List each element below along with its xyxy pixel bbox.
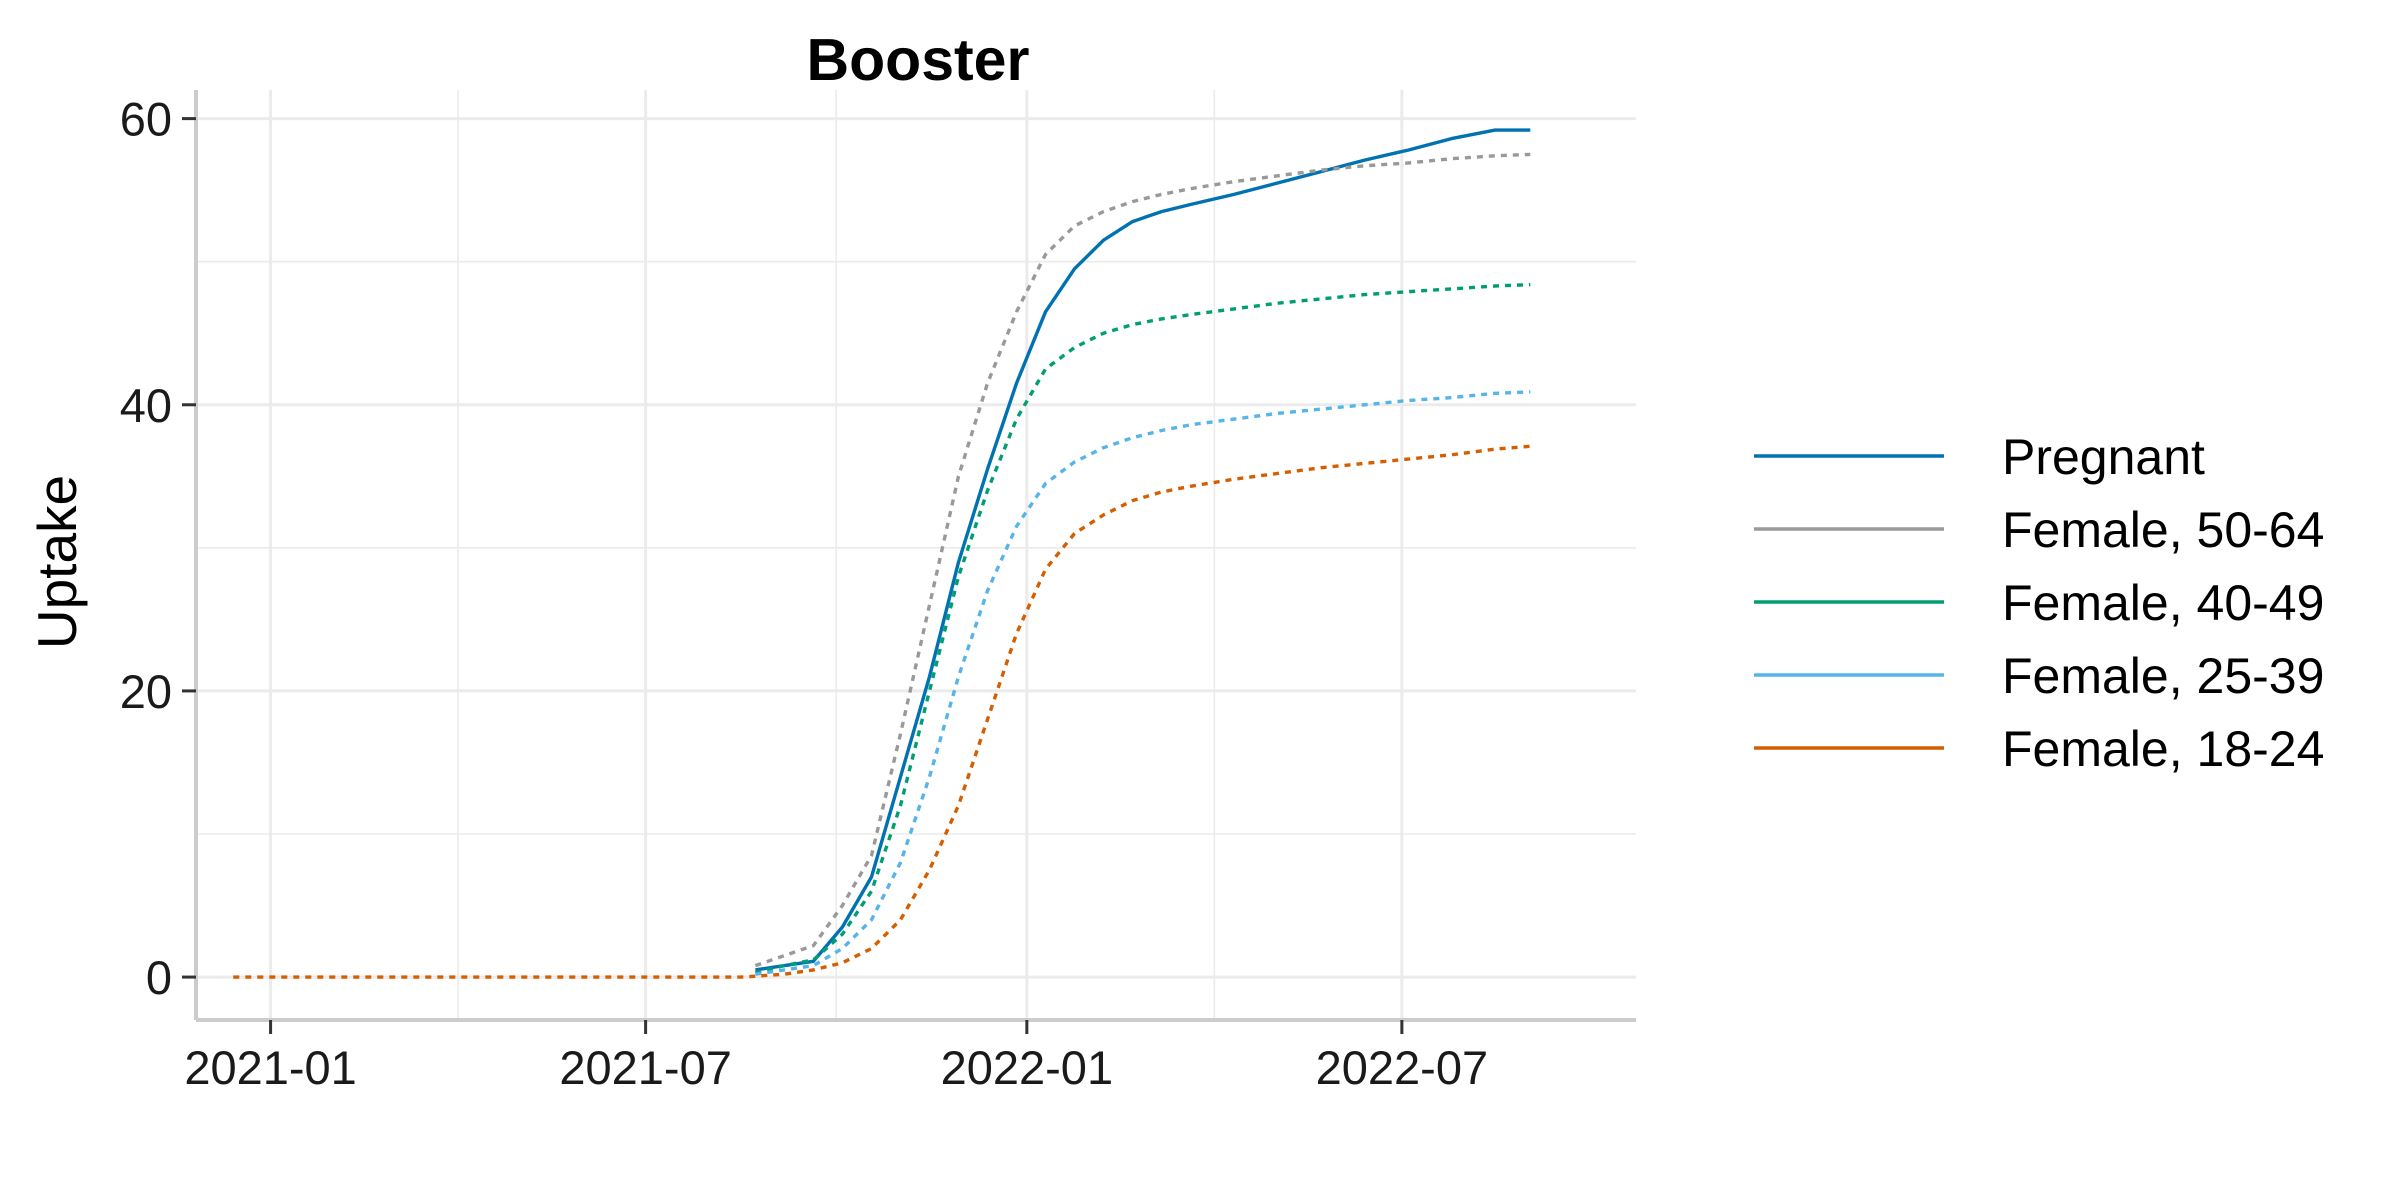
series-line-female-40-49 [754, 282, 1531, 975]
plot-lines [233, 128, 1531, 979]
y-tick-label: 0 [146, 951, 172, 1004]
legend-label: Female, 40-49 [2002, 575, 2324, 631]
x-tick-label: 2022-01 [941, 1041, 1114, 1094]
legend-label: Pregnant [2002, 429, 2205, 485]
axes: 0 20 40 60 2021-01 2021-07 2022-01 2022-07 [120, 90, 1636, 1094]
grid [196, 90, 1636, 1020]
series-line-female-50-64 [754, 152, 1531, 968]
legend-label: Female, 25-39 [2002, 648, 2324, 704]
y-tick-label: 40 [120, 379, 172, 432]
x-tick-label: 2021-01 [184, 1041, 357, 1094]
y-tick-label: 20 [120, 665, 172, 718]
x-tick-label: 2021-07 [559, 1041, 732, 1094]
y-tick-label: 60 [120, 93, 172, 146]
legend-label: Female, 50-64 [2002, 502, 2324, 558]
legend-label: Female, 18-24 [2002, 721, 2324, 777]
series-line-female-25-39 [755, 390, 1531, 976]
x-tick-label: 2022-07 [1316, 1041, 1489, 1094]
chart-title: Booster [807, 27, 1030, 93]
series-line-female-18-24 [233, 444, 1531, 979]
y-axis-label: Uptake [26, 475, 88, 649]
legend: Pregnant Female, 50-64 Female, 40-49 Female… [1754, 429, 2324, 777]
series-line-pregnant [755, 128, 1531, 972]
